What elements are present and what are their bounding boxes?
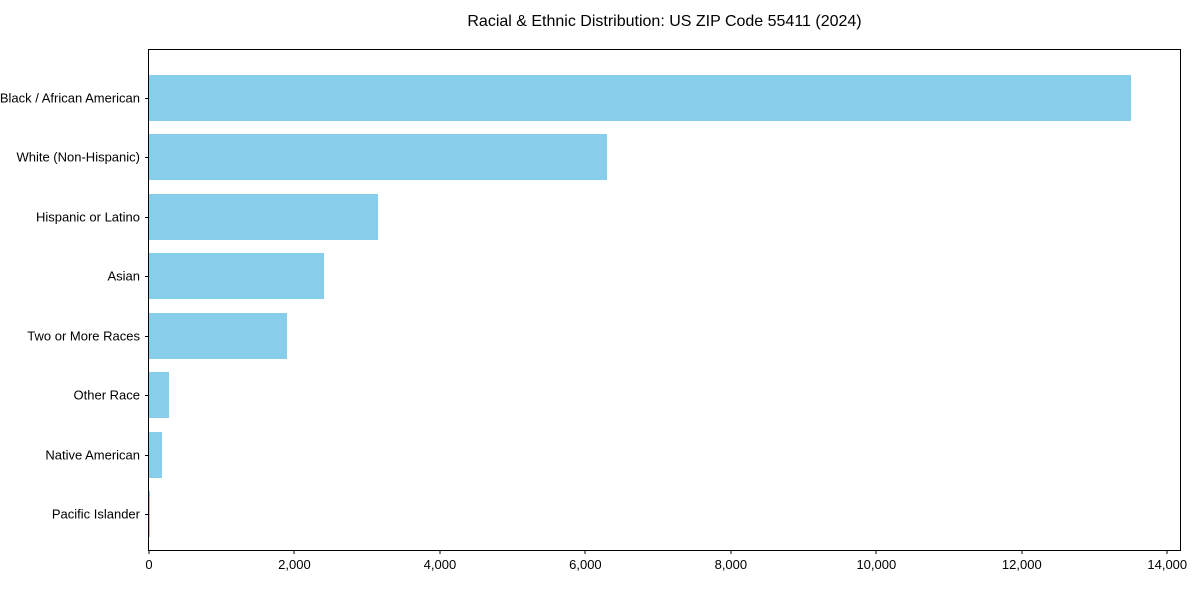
y-tick-mark: [145, 216, 149, 218]
bar: [149, 253, 324, 300]
x-tick-mark: [439, 550, 441, 554]
bar: [149, 372, 170, 419]
y-tick-label: Pacific Islander: [51, 506, 140, 522]
x-tick-mark: [293, 550, 295, 554]
y-tick-label: White (Non-Hispanic): [16, 149, 140, 165]
y-tick-label: Other Race: [73, 387, 140, 403]
x-tick-label: 2,000: [278, 557, 311, 572]
bar: [149, 491, 151, 538]
y-tick-mark: [145, 157, 149, 159]
x-tick-label: 12,000: [1001, 557, 1042, 572]
y-tick-mark: [145, 514, 149, 516]
y-tick-mark: [145, 97, 149, 99]
x-tick-label: 8,000: [714, 557, 748, 572]
x-tick-mark: [584, 550, 586, 554]
x-tick-mark: [1166, 550, 1168, 554]
x-tick-label: 0: [145, 557, 153, 572]
x-tick-label: 6,000: [569, 557, 602, 572]
bar: [149, 193, 379, 240]
plot-area: Black / African American White (Non-Hispa…: [0, 49, 1187, 572]
x-tick-label: 4,000: [423, 557, 457, 572]
y-tick-label: Hispanic or Latino: [35, 209, 140, 225]
x-tick-mark: [148, 550, 150, 554]
y-tick-label: Native American: [45, 447, 140, 463]
x-tick-mark: [875, 550, 877, 554]
y-tick-label: Black / African American: [0, 90, 140, 106]
bar: [149, 134, 608, 181]
chart-title: Racial & Ethnic Distribution: US ZIP Cod…: [467, 13, 862, 30]
x-tick-mark: [1021, 550, 1023, 554]
y-tick-mark: [145, 335, 149, 337]
y-tick-mark: [145, 276, 149, 278]
y-tick-label: Asian: [107, 268, 140, 284]
x-tick-label: 14,000: [1147, 557, 1188, 572]
y-tick-label: Two or More Races: [27, 328, 140, 344]
x-tick-label: 10,000: [856, 557, 897, 572]
bar: [149, 74, 1131, 121]
x-tick-mark: [730, 550, 732, 554]
bar: [149, 431, 163, 478]
bar: [149, 312, 288, 359]
y-tick-mark: [145, 454, 149, 456]
y-tick-mark: [145, 395, 149, 397]
